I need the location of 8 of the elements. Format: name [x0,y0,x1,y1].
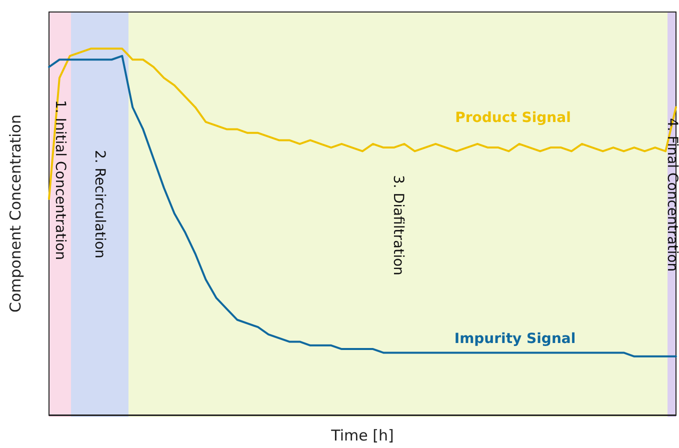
annotation: 2. Recirculation [92,150,108,258]
series-label: Impurity Signal [454,331,576,347]
x-axis-title: Time [h] [330,426,394,444]
series-label: Product Signal [455,110,571,126]
annotation: 4. Final Concentration [664,118,679,272]
annotation: 3. Diafiltration [390,175,406,276]
annotation: 1. Initial Concentration [52,100,68,260]
y-axis-title: Component Concentration [6,114,24,312]
